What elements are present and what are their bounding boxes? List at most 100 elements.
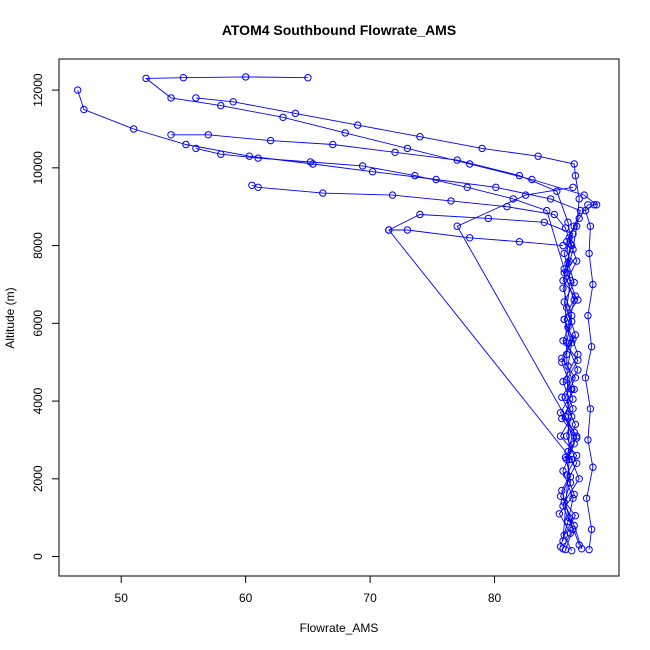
data-point	[570, 440, 578, 448]
data-point	[74, 86, 82, 94]
data-point	[564, 218, 572, 227]
x-axis-label: Flowrate_AMS	[300, 621, 379, 635]
y-tick-label: 10000	[31, 151, 45, 185]
data-point	[242, 73, 250, 81]
data-point	[569, 183, 577, 192]
data-point	[587, 525, 596, 534]
data-point	[266, 136, 275, 145]
data-point	[540, 218, 548, 227]
data-point	[550, 210, 558, 219]
data-point	[192, 94, 200, 102]
data-point	[229, 98, 237, 106]
data-point	[574, 366, 582, 374]
data-point	[279, 113, 287, 122]
data-point	[559, 537, 567, 545]
data-point	[575, 214, 583, 223]
plot-area	[74, 73, 601, 555]
data-point	[570, 385, 578, 394]
data-point	[556, 409, 565, 417]
data-point	[559, 502, 567, 510]
data-point	[570, 160, 578, 168]
data-point	[573, 459, 581, 467]
data-point	[576, 206, 585, 215]
data-point	[546, 195, 555, 203]
data-point	[573, 432, 581, 440]
data-point	[574, 296, 582, 304]
data-point	[558, 486, 566, 495]
data-point	[584, 436, 592, 444]
data-point	[570, 222, 578, 230]
data-point	[484, 214, 492, 223]
data-point	[571, 331, 580, 339]
data-point	[563, 350, 571, 359]
data-point	[584, 311, 592, 320]
data-point	[586, 405, 595, 413]
series-line	[251, 184, 579, 551]
data-point	[245, 152, 254, 160]
series-line	[195, 147, 570, 542]
data-point	[403, 144, 412, 153]
data-point	[319, 189, 327, 197]
data-point	[570, 428, 578, 436]
data-point	[585, 249, 593, 258]
data-point	[559, 467, 567, 475]
y-tick-label: 4000	[31, 387, 45, 414]
data-point	[534, 152, 542, 160]
y-tick-label: 2000	[31, 465, 45, 492]
data-point	[130, 125, 138, 133]
x-tick-label: 80	[488, 591, 502, 605]
data-point	[582, 494, 591, 502]
data-point	[573, 222, 581, 230]
data-point	[575, 195, 583, 203]
x-axis: 50 60 70 80	[115, 576, 502, 605]
data-point	[167, 94, 175, 102]
x-tick-label: 50	[115, 591, 129, 605]
data-point	[560, 249, 568, 258]
y-tick-label: 8000	[31, 232, 45, 259]
data-point	[573, 257, 581, 265]
plot-frame	[58, 58, 620, 577]
data-point	[358, 162, 367, 170]
data-point	[558, 358, 566, 366]
series-line	[388, 229, 573, 460]
data-point	[167, 131, 175, 139]
data-point	[80, 105, 88, 114]
data-point	[453, 222, 461, 230]
x-tick-label: 60	[239, 591, 253, 605]
series-line	[584, 204, 595, 550]
data-point	[559, 284, 567, 292]
x-tick-label: 70	[363, 591, 377, 605]
data-point	[569, 525, 577, 534]
data-point	[569, 245, 577, 254]
data-point	[306, 158, 315, 166]
data-point	[581, 206, 590, 215]
data-point	[478, 144, 486, 153]
data-point	[329, 140, 337, 149]
data-point	[309, 160, 317, 168]
data-point	[182, 140, 190, 149]
data-point	[354, 121, 362, 129]
data-point	[569, 405, 577, 413]
series-line	[144, 76, 598, 549]
series-line	[195, 97, 580, 550]
data-point	[391, 148, 399, 157]
data-point	[291, 109, 300, 118]
data-point	[416, 133, 424, 141]
data-point	[515, 171, 524, 180]
data-point	[142, 74, 150, 83]
data-point	[217, 101, 225, 110]
data-point	[368, 168, 377, 176]
data-point	[580, 191, 588, 199]
data-point	[563, 455, 571, 464]
data-point	[388, 191, 397, 199]
data-point	[575, 541, 583, 549]
data-point	[416, 210, 424, 219]
data-point	[403, 226, 412, 234]
data-point	[559, 377, 567, 386]
data-point	[578, 545, 586, 553]
data-point	[571, 292, 580, 300]
data-point	[463, 183, 471, 192]
